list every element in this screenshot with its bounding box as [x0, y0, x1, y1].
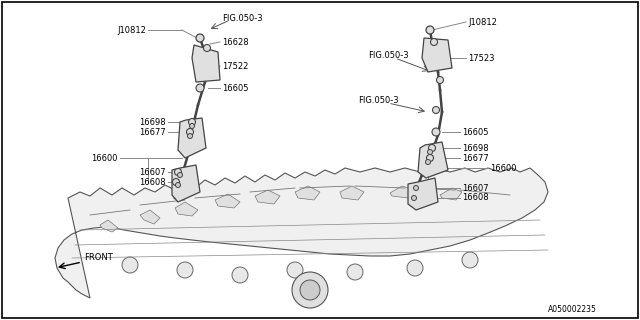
- Text: 16608: 16608: [140, 178, 166, 187]
- Polygon shape: [390, 186, 415, 198]
- Circle shape: [433, 107, 440, 114]
- Text: 16698: 16698: [140, 117, 166, 126]
- Circle shape: [426, 159, 431, 164]
- Text: 17523: 17523: [468, 53, 495, 62]
- Text: 16607: 16607: [140, 167, 166, 177]
- Circle shape: [177, 172, 182, 178]
- Polygon shape: [175, 202, 198, 216]
- Circle shape: [429, 145, 435, 151]
- Circle shape: [432, 128, 440, 136]
- Text: 16600: 16600: [92, 154, 118, 163]
- Circle shape: [431, 38, 438, 45]
- Circle shape: [426, 155, 433, 162]
- Text: 16608: 16608: [462, 194, 488, 203]
- Circle shape: [189, 124, 195, 129]
- Polygon shape: [295, 186, 320, 200]
- Text: 16698: 16698: [462, 143, 488, 153]
- Text: FIG.050-3: FIG.050-3: [358, 95, 399, 105]
- Text: 16677: 16677: [462, 154, 489, 163]
- Text: 16605: 16605: [222, 84, 248, 92]
- Polygon shape: [255, 190, 280, 204]
- Circle shape: [292, 272, 328, 308]
- Polygon shape: [100, 220, 118, 232]
- Circle shape: [196, 34, 204, 42]
- Text: J10812: J10812: [468, 18, 497, 27]
- Polygon shape: [55, 168, 548, 298]
- Circle shape: [347, 264, 363, 280]
- Text: J10812: J10812: [117, 26, 146, 35]
- Polygon shape: [215, 194, 240, 208]
- Circle shape: [428, 149, 433, 155]
- Circle shape: [204, 44, 211, 52]
- Polygon shape: [178, 118, 206, 158]
- Polygon shape: [440, 188, 462, 200]
- Polygon shape: [172, 165, 200, 202]
- Text: 17522: 17522: [222, 61, 248, 70]
- Text: FIG.050-3: FIG.050-3: [222, 13, 262, 22]
- Polygon shape: [408, 178, 438, 210]
- Circle shape: [177, 262, 193, 278]
- Circle shape: [173, 179, 179, 186]
- Circle shape: [232, 267, 248, 283]
- Circle shape: [189, 118, 195, 125]
- Text: 16607: 16607: [462, 183, 488, 193]
- Circle shape: [287, 262, 303, 278]
- Circle shape: [122, 257, 138, 273]
- Circle shape: [412, 196, 417, 201]
- Polygon shape: [340, 186, 364, 200]
- Circle shape: [462, 252, 478, 268]
- Text: 16628: 16628: [222, 37, 248, 46]
- Text: 16600: 16600: [490, 164, 516, 172]
- Circle shape: [175, 182, 180, 188]
- Text: 16677: 16677: [140, 127, 166, 137]
- Circle shape: [186, 129, 193, 135]
- Text: A050002235: A050002235: [548, 306, 597, 315]
- Circle shape: [188, 133, 193, 139]
- Circle shape: [426, 26, 434, 34]
- Polygon shape: [192, 45, 220, 82]
- Text: FIG.050-3: FIG.050-3: [368, 51, 408, 60]
- Circle shape: [300, 280, 320, 300]
- Circle shape: [196, 84, 204, 92]
- Text: 16605: 16605: [462, 127, 488, 137]
- Polygon shape: [418, 142, 448, 178]
- Text: FRONT: FRONT: [84, 253, 113, 262]
- Circle shape: [413, 186, 419, 190]
- Circle shape: [436, 76, 444, 84]
- Circle shape: [407, 260, 423, 276]
- Polygon shape: [140, 210, 160, 224]
- Polygon shape: [422, 38, 452, 72]
- Circle shape: [175, 169, 182, 175]
